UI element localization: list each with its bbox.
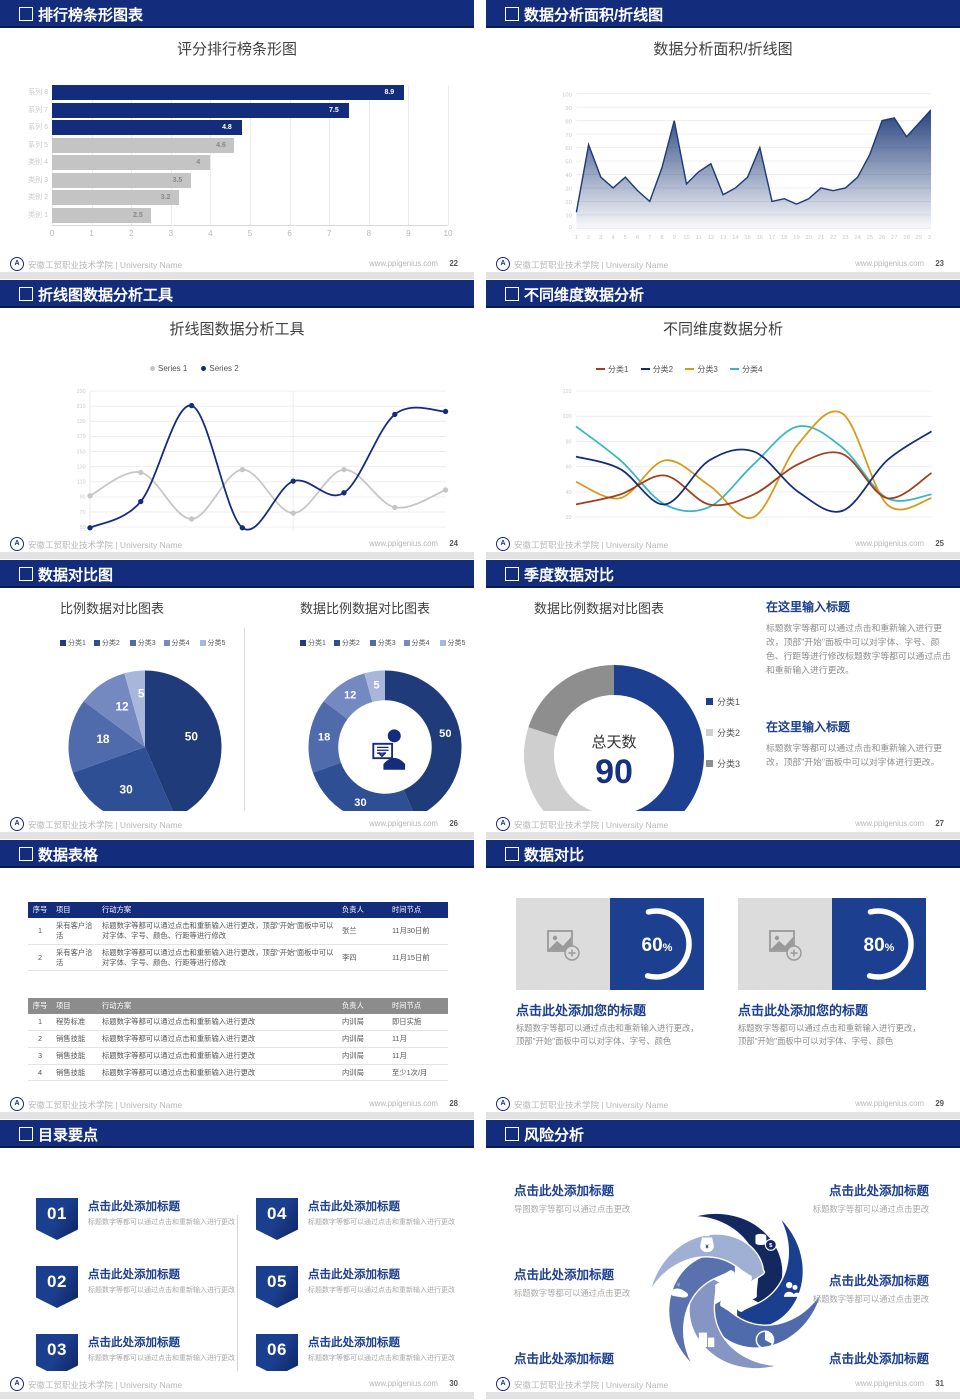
svg-text:19: 19 xyxy=(793,235,799,241)
svg-text:90: 90 xyxy=(565,106,572,112)
svg-text:12: 12 xyxy=(708,235,714,241)
svg-text:210: 210 xyxy=(77,404,86,410)
svg-text:28: 28 xyxy=(903,235,909,241)
svg-text:22: 22 xyxy=(830,235,836,241)
svg-text:170: 170 xyxy=(77,434,86,440)
svg-text:50: 50 xyxy=(439,728,451,740)
svg-text:总天数: 总天数 xyxy=(591,734,636,751)
svg-text:4: 4 xyxy=(611,235,615,241)
svg-text:11: 11 xyxy=(696,235,702,241)
svg-text:8: 8 xyxy=(660,235,663,241)
svg-text:60: 60 xyxy=(565,146,572,152)
svg-text:30: 30 xyxy=(565,187,572,193)
svg-text:50: 50 xyxy=(185,729,199,743)
svg-text:14: 14 xyxy=(732,235,739,241)
svg-text:17: 17 xyxy=(769,235,775,241)
svg-text:12: 12 xyxy=(115,699,129,713)
svg-text:30: 30 xyxy=(354,797,366,809)
svg-text:20: 20 xyxy=(805,235,812,241)
svg-text:2: 2 xyxy=(587,235,590,241)
svg-text:1: 1 xyxy=(575,235,578,241)
svg-text:230: 230 xyxy=(77,389,86,395)
svg-text:18: 18 xyxy=(96,732,110,746)
svg-text:110: 110 xyxy=(77,480,86,486)
svg-text:13: 13 xyxy=(720,235,726,241)
svg-text:5: 5 xyxy=(624,235,627,241)
svg-text:6: 6 xyxy=(636,235,639,241)
svg-text:21: 21 xyxy=(818,235,824,241)
svg-text:3: 3 xyxy=(599,235,602,241)
svg-text:30: 30 xyxy=(928,235,931,241)
svg-text:90: 90 xyxy=(80,495,86,501)
svg-text:0: 0 xyxy=(569,225,573,231)
svg-text:10: 10 xyxy=(683,235,690,241)
svg-text:150: 150 xyxy=(77,449,86,455)
svg-text:120: 120 xyxy=(563,389,572,395)
svg-text:100: 100 xyxy=(562,92,572,98)
svg-text:12: 12 xyxy=(344,690,356,702)
svg-text:24: 24 xyxy=(854,235,861,241)
svg-text:190: 190 xyxy=(77,419,86,425)
svg-text:15: 15 xyxy=(744,235,750,241)
svg-text:18: 18 xyxy=(318,731,330,743)
svg-text:40: 40 xyxy=(565,173,572,179)
svg-text:40: 40 xyxy=(566,490,572,496)
svg-text:60%: 60% xyxy=(642,935,673,956)
svg-text:10: 10 xyxy=(565,214,572,220)
svg-text:27: 27 xyxy=(891,235,897,241)
svg-text:80%: 80% xyxy=(864,935,895,956)
svg-text:5: 5 xyxy=(374,680,380,692)
svg-text:20: 20 xyxy=(566,515,572,521)
svg-text:29: 29 xyxy=(916,235,922,241)
svg-text:70: 70 xyxy=(80,510,86,516)
svg-text:60: 60 xyxy=(566,464,572,470)
svg-text:7: 7 xyxy=(648,235,651,241)
svg-text:26: 26 xyxy=(879,235,885,241)
svg-text:70: 70 xyxy=(565,133,572,139)
svg-text:20: 20 xyxy=(565,200,572,206)
svg-text:9: 9 xyxy=(673,235,676,241)
svg-text:30: 30 xyxy=(120,783,134,797)
svg-text:130: 130 xyxy=(77,464,86,470)
svg-text:18: 18 xyxy=(781,235,787,241)
svg-text:100: 100 xyxy=(563,414,572,420)
svg-text:5: 5 xyxy=(138,686,145,700)
svg-text:50: 50 xyxy=(565,160,572,166)
svg-text:80: 80 xyxy=(565,119,572,125)
svg-text:90: 90 xyxy=(595,753,633,791)
svg-text:16: 16 xyxy=(757,235,763,241)
svg-text:25: 25 xyxy=(867,235,873,241)
svg-text:23: 23 xyxy=(842,235,848,241)
svg-text:80: 80 xyxy=(566,440,572,446)
